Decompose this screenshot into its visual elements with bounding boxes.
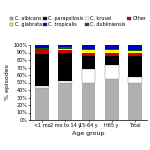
Bar [128,82,142,120]
Bar [35,88,49,120]
Bar [35,48,49,50]
Bar [82,49,95,50]
Bar [128,53,142,56]
X-axis label: Age group: Age group [72,130,105,136]
Bar [105,65,118,79]
Bar [105,52,118,56]
Bar [105,45,118,49]
Bar [105,79,118,120]
Bar [58,45,72,47]
Bar [58,47,72,49]
Bar [35,50,49,54]
Bar [82,50,95,52]
Bar [128,76,142,82]
Bar [35,54,49,86]
Bar [105,56,118,65]
Bar [58,50,72,52]
Bar [128,50,142,51]
Bar [35,45,49,48]
Bar [105,49,118,50]
Bar [128,56,142,76]
Bar [35,86,49,88]
Bar [82,82,95,120]
Bar [128,45,142,50]
Bar [82,69,95,82]
Legend: C. albicans, C. glabrata, C. parapsilosis, C. tropicalis, C. krusei, C. dublinie: C. albicans, C. glabrata, C. parapsilosi… [9,16,147,28]
Bar [82,52,95,56]
Bar [58,52,72,81]
Bar [58,81,72,82]
Bar [82,56,95,69]
Bar [105,50,118,52]
Y-axis label: % episodes: % episodes [5,64,10,100]
Bar [58,82,72,120]
Bar [58,49,72,50]
Bar [82,45,95,49]
Bar [128,51,142,53]
